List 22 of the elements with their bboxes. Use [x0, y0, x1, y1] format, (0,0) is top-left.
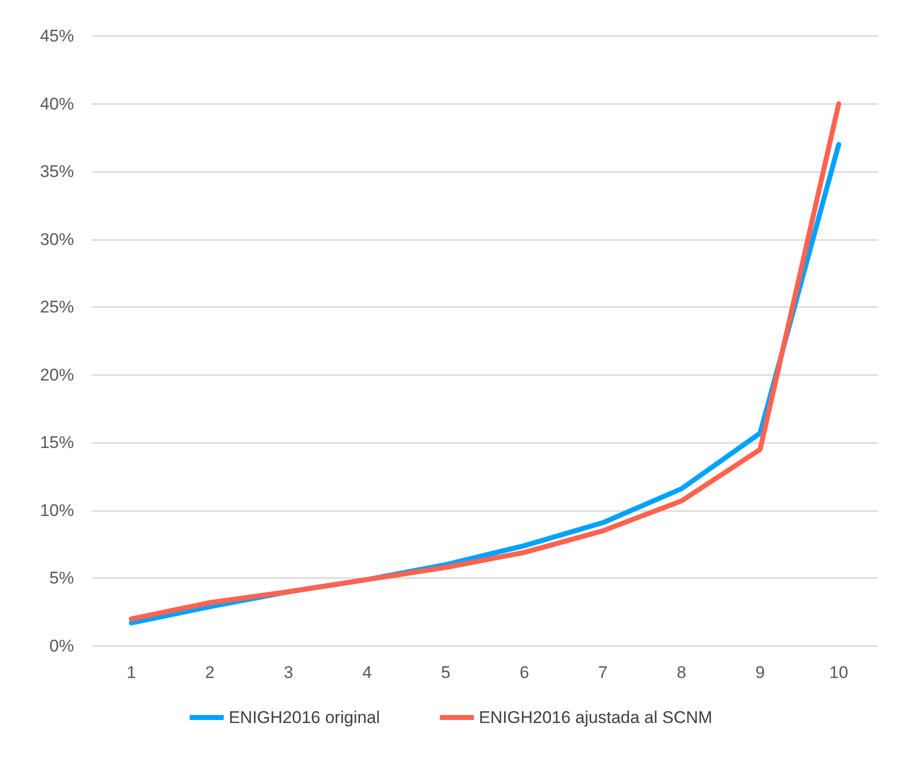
- y-tick-label: 25%: [40, 298, 74, 317]
- x-tick-label: 8: [676, 663, 686, 682]
- y-tick-label: 35%: [40, 162, 74, 182]
- y-tick-label: 5%: [49, 568, 74, 588]
- legend-label: ENIGH2016 ajustada al SCNM: [478, 708, 712, 727]
- y-tick-label: 45%: [40, 26, 74, 46]
- x-tick-label: 10: [829, 663, 848, 682]
- y-tick-label: 40%: [40, 94, 74, 114]
- x-tick-label: 1: [126, 663, 136, 682]
- x-tick-label: 7: [598, 663, 608, 682]
- x-tick-label: 2: [205, 663, 215, 682]
- x-tick-label: 4: [362, 663, 372, 682]
- x-tick-label: 6: [520, 663, 530, 682]
- y-tick-label: 30%: [40, 230, 74, 249]
- x-tick-label: 9: [755, 663, 765, 682]
- x-tick-label: 3: [284, 663, 294, 682]
- legend-label: ENIGH2016 original: [228, 708, 380, 727]
- y-tick-label: 20%: [40, 365, 74, 384]
- y-tick-label: 15%: [40, 433, 74, 452]
- y-tick-label: 10%: [40, 500, 74, 520]
- x-tick-label: 5: [440, 663, 450, 682]
- y-tick-label: 0%: [49, 636, 74, 656]
